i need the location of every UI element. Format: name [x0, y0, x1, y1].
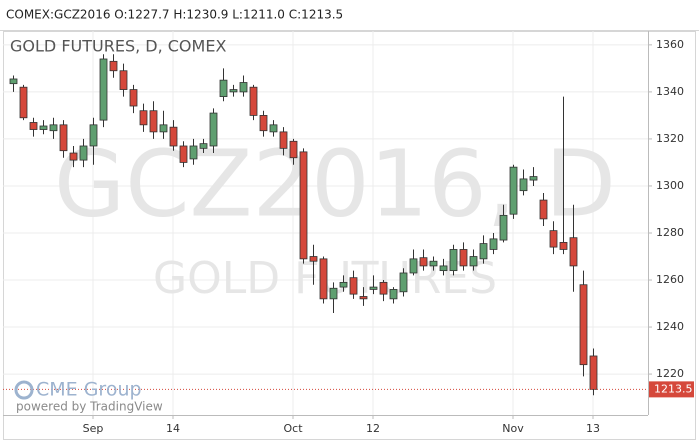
candle-body	[489, 238, 498, 250]
chart-frame	[3, 31, 696, 440]
candle-body	[359, 296, 368, 300]
candle-body	[479, 243, 488, 260]
candle-body	[69, 152, 78, 161]
candle-body	[189, 145, 198, 160]
last-price-label: 1213.5	[654, 382, 693, 395]
candle-body	[369, 286, 378, 290]
y-tick-label: 1360	[656, 38, 684, 51]
candle-body	[9, 78, 18, 85]
candle-body	[139, 110, 148, 126]
credit: powered by TradingView	[16, 400, 163, 414]
candle-body	[239, 82, 248, 93]
logo-icon	[14, 380, 34, 400]
candle-body	[169, 126, 178, 147]
candle-body	[579, 284, 588, 366]
candle-body	[19, 86, 28, 119]
candle-body	[129, 89, 138, 107]
y-tick-label: 1320	[656, 132, 684, 145]
candle-body	[59, 124, 68, 152]
x-tick-label: 13	[586, 422, 600, 435]
candle-body	[379, 281, 388, 295]
candle-body	[279, 131, 288, 149]
candle-body	[559, 241, 568, 250]
candle-body	[469, 256, 478, 267]
candle-body	[309, 256, 318, 262]
candle-body	[399, 272, 408, 293]
y-tick-label: 1300	[656, 179, 684, 192]
x-tick-label: Oct	[283, 422, 303, 435]
candle-body	[249, 86, 258, 116]
candle-body	[209, 112, 218, 147]
candle-body	[499, 214, 508, 241]
candle-body	[509, 166, 518, 215]
candle-body	[199, 143, 208, 149]
candle-body	[539, 199, 548, 220]
candle-body	[519, 178, 528, 192]
grid	[3, 31, 648, 415]
y-tick-label: 1260	[656, 273, 684, 286]
candle-body	[149, 110, 158, 133]
x-tick-label: 14	[166, 422, 180, 435]
y-tick-label: 1240	[656, 320, 684, 333]
candle-body	[89, 124, 98, 147]
y-tick-label: 1220	[656, 367, 684, 380]
candle-body	[449, 249, 458, 272]
candle-body	[49, 124, 58, 132]
candle-body	[529, 176, 538, 181]
candle-body	[119, 70, 128, 90]
watermark: GCZ2016, D	[54, 130, 616, 237]
candle-body	[159, 124, 168, 133]
last-price-box	[649, 381, 694, 398]
header-text: COMEX:GCZ2016 O:1227.7 H:1230.9 L:1211.0…	[6, 8, 343, 22]
chart-title: GOLD FUTURES, D, COMEX	[10, 37, 226, 56]
candle-body	[259, 115, 268, 132]
candle-body	[339, 281, 348, 288]
candle-body	[319, 258, 328, 300]
candle-body	[439, 265, 448, 272]
candle-body	[269, 124, 278, 133]
candle-body	[99, 58, 108, 121]
candle-body	[389, 289, 398, 300]
candle-body	[549, 230, 558, 248]
logo: CME Group powered by TradingView	[14, 379, 163, 414]
candle-body	[429, 260, 438, 267]
x-tick-label: Sep	[83, 422, 104, 435]
candle-body	[299, 151, 308, 260]
y-tick-label: 1340	[656, 85, 684, 98]
y-tick-label: 1280	[656, 226, 684, 239]
candle-body	[289, 140, 298, 159]
candle-body	[39, 125, 48, 130]
candle-body	[179, 145, 188, 163]
candle-body	[329, 287, 338, 300]
x-tick-label: 12	[366, 422, 380, 435]
candle-body	[229, 89, 238, 93]
candle-body	[459, 249, 468, 267]
candle-body	[419, 257, 428, 267]
axes: 1220 1240 1260 1280 1300 1320 1340 1360 Sep 14 Oct…	[83, 38, 694, 435]
candle-body	[589, 355, 598, 390]
candle-body	[29, 122, 38, 130]
candle-body	[219, 79, 228, 98]
candle-body	[409, 258, 418, 274]
candle-body	[109, 60, 118, 72]
candle-body	[349, 277, 358, 295]
candles	[3, 54, 648, 396]
logo-text: CME Group	[36, 379, 142, 401]
candle-body	[569, 237, 578, 267]
header-bar	[0, 0, 699, 30]
x-tick-label: Nov	[502, 422, 524, 435]
candle-body	[79, 145, 88, 161]
